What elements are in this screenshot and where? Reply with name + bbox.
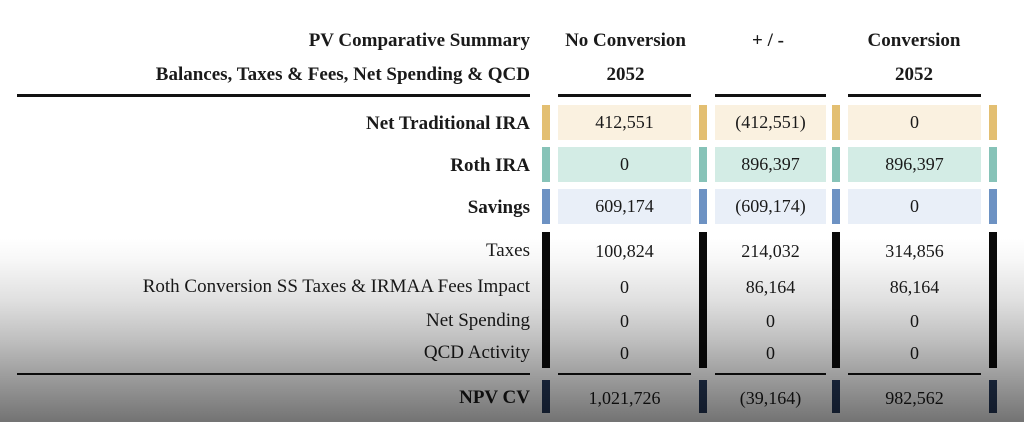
cell-delta: (609,174): [715, 189, 826, 224]
row-marker: [699, 105, 707, 140]
cell-conversion: 982,562: [885, 388, 944, 408]
row-marker: [699, 380, 707, 413]
row-marker: [989, 147, 997, 182]
header-rule-no-conversion: [558, 94, 691, 97]
cell-delta: 214,032: [741, 241, 800, 261]
cell-conversion: 0: [848, 189, 981, 224]
cell-conversion: 86,164: [889, 277, 940, 297]
col-header-no-conversion: No Conversion: [565, 30, 686, 51]
row-marker: [542, 189, 550, 224]
cell-conversion: 0: [910, 311, 919, 331]
cell-no-conversion: 0: [620, 343, 629, 363]
cell-no-conversion: 0: [558, 147, 691, 182]
cell-no-conversion: 100,824: [595, 241, 654, 261]
cell-no-conversion: 609,174: [558, 189, 691, 224]
row-label: Net Spending: [426, 310, 530, 331]
cell-delta: (39,164): [739, 388, 802, 408]
cell-no-conversion: 0: [620, 311, 629, 331]
flow-section-divider: [699, 232, 707, 368]
row-marker: [699, 147, 707, 182]
row-marker: [989, 105, 997, 140]
header-rule-delta: [715, 94, 826, 97]
row-label: Taxes: [485, 240, 530, 261]
total-rule-conversion: [848, 373, 981, 375]
summary-subtitle: Balances, Taxes & Fees, Net Spending & Q…: [155, 64, 530, 85]
flow-section-divider: [832, 232, 840, 368]
row-marker: [832, 105, 840, 140]
row-marker: [699, 189, 707, 224]
col-header-conversion-year: 2052: [895, 64, 933, 85]
flow-section-divider: [542, 232, 550, 368]
header-rule-labels: [17, 94, 530, 97]
row-label: Roth IRA: [450, 155, 530, 176]
cell-conversion: 314,856: [885, 241, 944, 261]
col-header-no-conversion-year: 2052: [606, 64, 645, 85]
col-header-delta: + / -: [752, 30, 784, 51]
cell-conversion: 896,397: [848, 147, 981, 182]
row-label: Roth Conversion SS Taxes & IRMAA Fees Im…: [142, 276, 530, 297]
cell-delta: 896,397: [715, 147, 826, 182]
cell-delta: 86,164: [745, 277, 796, 297]
total-rule-delta: [715, 373, 826, 375]
row-marker: [832, 147, 840, 182]
total-rule-no-conversion: [558, 373, 691, 375]
cell-conversion: 0: [910, 343, 919, 363]
row-marker: [542, 105, 550, 140]
cell-delta: (412,551): [715, 105, 826, 140]
summary-title: PV Comparative Summary: [308, 30, 530, 51]
row-label: Net Traditional IRA: [366, 113, 530, 134]
total-rule-labels: [17, 373, 530, 375]
row-marker: [542, 147, 550, 182]
row-marker: [832, 380, 840, 413]
cell-delta: 0: [766, 343, 775, 363]
row-label: NPV CV: [459, 387, 530, 408]
flow-section-divider: [989, 232, 997, 368]
cell-no-conversion: 412,551: [558, 105, 691, 140]
row-marker: [989, 380, 997, 413]
cell-no-conversion: 1,021,726: [588, 388, 661, 408]
cell-no-conversion: 0: [620, 277, 629, 297]
cell-delta: 0: [766, 311, 775, 331]
row-label: QCD Activity: [423, 342, 530, 363]
row-marker: [542, 380, 550, 413]
header-rule-conversion: [848, 94, 981, 97]
cell-conversion: 0: [848, 105, 981, 140]
row-marker: [989, 189, 997, 224]
col-header-conversion: Conversion: [867, 30, 961, 51]
row-marker: [832, 189, 840, 224]
row-label: Savings: [467, 197, 530, 218]
